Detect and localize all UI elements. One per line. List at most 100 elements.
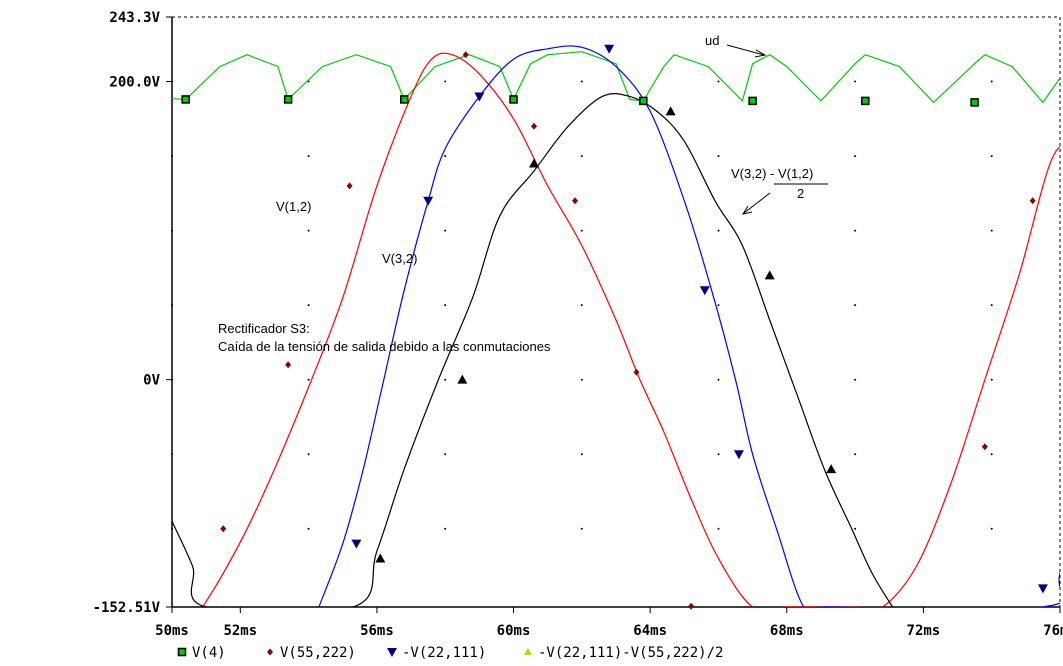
grid-dot [171,229,173,232]
grid-dot [171,453,173,456]
series-line-4 [172,93,894,607]
grid-dot [990,155,993,158]
marker-series-1 [399,95,409,104]
marker-group [181,44,1048,610]
marker-series-1 [639,96,648,106]
grid-dot [990,304,993,307]
marker-series-2 [688,602,695,610]
grid-dot [580,453,583,456]
annotation-v32: V(3,2) [382,251,417,266]
grid-dot [854,453,857,456]
grid-dot [580,80,583,83]
grid-dot [444,378,447,381]
y-tick-label: -152.51V [93,600,161,616]
x-tick-label: 64ms [633,623,667,639]
marker-series-2 [633,368,640,376]
marker-series-1 [283,95,293,104]
marker-series-2 [462,51,469,59]
marker-series-3 [474,92,485,102]
annotation-combo-numerator: V(3,2) - V(1,2) [731,166,813,181]
grid-dot [854,229,857,232]
y-ticks: 243.3V 200.0V 0V -152.51V [93,10,172,616]
marker-series-3 [604,44,615,54]
marker-series-1 [970,98,979,107]
marker-series-3 [733,450,744,460]
legend-marker [177,647,187,657]
legend: V(4) V(55,222) -V(22,111) -V(22,111)-V(55,2… [177,645,723,661]
grid-dot [717,378,720,381]
marker-series-4 [375,553,386,563]
marker-series-4 [457,374,468,384]
grid-dot [580,155,583,158]
grid-dot [717,80,720,83]
grid-dot [990,378,993,381]
grid-dot [990,527,993,530]
series-line-3 [318,45,1060,607]
marker-series-3 [699,286,710,296]
legend-marker [524,648,532,655]
x-tick-label: 50ms [155,623,189,639]
marker-series-1 [861,96,870,106]
grid-dot [717,229,720,232]
grid-dot [717,527,720,530]
marker-series-3 [1037,584,1048,594]
y-tick-label: 243.3V [109,10,160,26]
legend-entry: V(55,222) [280,645,356,661]
marker-series-3 [351,539,362,549]
grid-dot [307,378,310,381]
grid-dot [717,304,720,307]
annotation-combo-arrowhead [741,205,753,215]
annotation-combo-denominator: 2 [797,186,804,201]
grid-dot [854,378,857,381]
legend-entry: -V(22,111) [402,645,486,661]
grid-dot [854,304,857,307]
marker-series-2 [1029,197,1036,205]
grid-dot [171,155,173,158]
marker-series-2 [981,443,988,451]
annotation-note-line1: Rectificador S3: [218,321,310,336]
x-tick-label: 52ms [223,623,257,639]
grid-dot [990,229,993,232]
marker-series-2 [346,182,353,190]
annotation-combo-arrow [743,192,771,214]
grid-dot [444,80,447,83]
marker-series-4 [826,464,837,474]
x-tick-label: 68ms [770,623,804,639]
grid-dot [854,527,857,530]
grid-dot [580,527,583,530]
marker-series-1 [748,96,757,106]
grid-dot [580,304,583,307]
legend-entry: V(4) [192,645,226,661]
annotation-ud-arrowhead [754,49,767,58]
grid-dots [171,80,993,530]
grid-dot [444,229,447,232]
marker-series-2 [531,122,538,130]
grid-dot [307,229,310,232]
grid-dot [307,304,310,307]
x-tick-label: 60ms [497,623,531,639]
legend-marker [387,648,397,657]
series-line-2 [202,52,1060,607]
x-ticks: 50ms 52ms 56ms 60ms 64ms 68ms 72ms 76ms [155,607,1063,639]
marker-series-4 [665,106,676,116]
y-tick-label: 0V [143,373,160,389]
marker-series-2 [220,525,227,533]
grid-dot [307,527,310,530]
grid-dot [171,304,173,307]
marker-series-1 [509,95,518,104]
legend-entry: -V(22,111)-V(55,222)/2 [538,645,723,661]
x-tick-label: 72ms [907,623,941,639]
y-tick-label: 200.0V [109,75,160,91]
grid-dot [444,155,447,158]
grid-dot [444,304,447,307]
grid-dot [444,453,447,456]
marker-series-3 [423,196,434,206]
grid-dot [580,229,583,232]
plot-frame [171,16,1061,608]
grid-dot [990,80,993,83]
annotation-note-line2: Caída de la tensión de salida debido a l… [218,339,551,354]
grid-dot [854,80,857,83]
marker-series-4 [529,158,540,168]
marker-series-4 [764,270,775,280]
